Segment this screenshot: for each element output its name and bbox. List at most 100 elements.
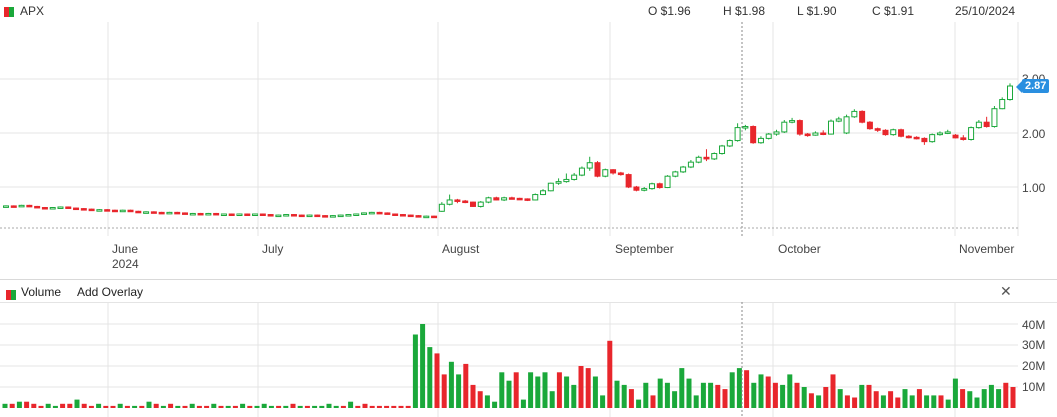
volume-bar: [974, 397, 980, 408]
candle: [648, 183, 655, 190]
candle: [851, 110, 858, 118]
volume-bar: [9, 403, 15, 408]
candle: [290, 214, 297, 217]
volume-bar: [405, 405, 411, 408]
add-overlay-button[interactable]: Add Overlay: [77, 285, 144, 299]
candle: [127, 209, 134, 213]
volume-bar: [326, 403, 332, 408]
volume-bar: [348, 401, 354, 408]
volume-bar: [218, 405, 224, 408]
volume-chart[interactable]: [0, 302, 1057, 417]
volume-bar: [168, 403, 174, 408]
volume-bar: [441, 374, 447, 408]
candle: [34, 205, 41, 209]
time-label-october: October: [778, 242, 821, 256]
volume-bar: [110, 405, 116, 408]
candle: [104, 209, 111, 212]
candle: [789, 120, 796, 123]
volume-bar: [376, 405, 382, 408]
volume-bar: [888, 391, 894, 408]
candles: [3, 83, 1013, 219]
volume-tick: 20M: [1022, 359, 1046, 373]
volume-bar: [549, 391, 555, 408]
last-price-tag: 2.87: [1022, 79, 1050, 93]
close-icon[interactable]: ✕: [1000, 283, 1012, 299]
candle: [571, 174, 578, 180]
candle: [944, 131, 951, 134]
volume-bar: [686, 378, 692, 408]
volume-bar: [664, 382, 670, 408]
volume-bar: [981, 389, 987, 408]
candle: [182, 212, 189, 215]
volume-bar: [189, 403, 195, 408]
candle: [213, 212, 220, 216]
volume-bar: [146, 401, 152, 408]
candle: [485, 197, 492, 203]
volume-bar: [736, 368, 742, 408]
time-label-august: August: [442, 242, 480, 256]
candle: [96, 209, 103, 212]
volume-bar: [484, 395, 490, 408]
candle: [166, 211, 173, 215]
candle: [454, 199, 461, 202]
volume-bar: [427, 347, 433, 408]
volume-bar: [492, 401, 498, 408]
volume-bar: [852, 397, 858, 408]
series-color-icon: [4, 7, 14, 17]
volume-bar: [564, 376, 570, 408]
candle: [438, 203, 445, 212]
volume-bar: [924, 395, 930, 408]
open-value: O $1.96: [648, 4, 691, 18]
volume-tick: 30M: [1022, 338, 1046, 352]
price-chart[interactable]: [0, 22, 1057, 277]
price-tick: 1.00: [1022, 181, 1046, 195]
candle: [345, 214, 352, 217]
candle: [827, 120, 834, 135]
volume-bar: [996, 389, 1002, 408]
candle: [80, 208, 87, 211]
volume-bar: [254, 405, 260, 408]
volume-bar: [283, 405, 289, 408]
volume-bar: [866, 384, 872, 408]
candle: [820, 132, 827, 135]
volume-bar: [340, 405, 346, 408]
candle: [524, 198, 531, 201]
candle: [88, 208, 95, 212]
volume-bar: [528, 372, 534, 408]
volume-bar: [988, 384, 994, 408]
volume-tick: 10M: [1022, 380, 1046, 394]
candle: [267, 214, 274, 217]
candle: [353, 213, 360, 216]
volume-bar: [463, 363, 469, 408]
volume-bar: [31, 403, 37, 408]
volume-bar: [859, 384, 865, 408]
volume-bar: [672, 391, 678, 408]
candle: [314, 214, 321, 218]
volume-bar: [384, 405, 390, 408]
candle: [73, 207, 80, 211]
candle: [477, 201, 484, 207]
volume-bar: [60, 403, 66, 408]
volume-bar: [182, 405, 188, 408]
volume-bar: [830, 374, 836, 408]
volume-bar: [67, 403, 73, 408]
volume-bar: [16, 401, 22, 408]
volume-bar: [1003, 382, 1009, 408]
volume-bar: [38, 405, 44, 408]
volume-bar: [477, 391, 483, 408]
volume-bar: [312, 405, 318, 408]
volume-bar: [967, 391, 973, 408]
candle: [734, 127, 741, 142]
volume-bar: [837, 389, 843, 408]
volume-bar: [556, 372, 562, 408]
symbol-label[interactable]: APX: [20, 4, 45, 18]
chart-header: APX O $1.96 H $1.98 L $1.90 C $1.91 25/1…: [0, 0, 1057, 22]
volume-title[interactable]: Volume: [21, 285, 62, 299]
candle: [765, 133, 772, 139]
volume-bar: [751, 382, 757, 408]
volume-bar: [794, 382, 800, 408]
candle: [407, 214, 414, 218]
candle: [555, 181, 562, 184]
candle: [111, 209, 118, 213]
candle: [703, 156, 710, 160]
